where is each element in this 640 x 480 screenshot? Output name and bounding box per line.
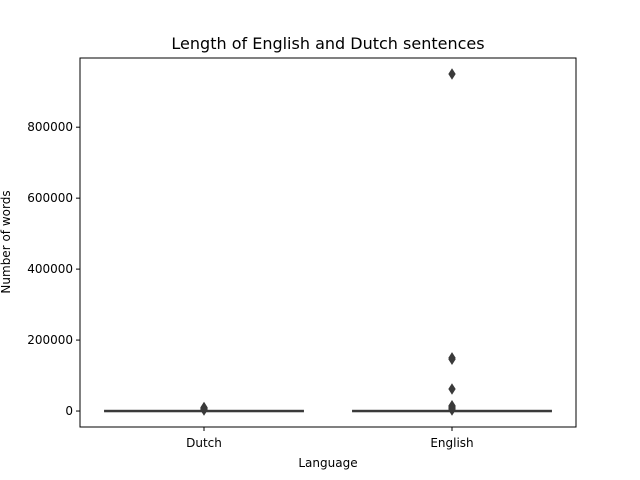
x-axis: Dutch English — [186, 427, 474, 450]
y-axis: 0 200000 400000 600000 800000 — [27, 120, 80, 418]
y-tick-label: 200000 — [27, 333, 73, 347]
box-dutch — [104, 401, 304, 416]
outlier-point — [448, 404, 456, 416]
outlier-point — [448, 383, 456, 395]
x-tick-label-dutch: Dutch — [186, 436, 222, 450]
outlier-point — [448, 353, 456, 365]
y-tick-label: 600000 — [27, 191, 73, 205]
y-axis-label: Number of words — [0, 190, 13, 293]
y-tick-label: 400000 — [27, 262, 73, 276]
boxes-layer — [104, 68, 552, 416]
outlier-point — [448, 68, 456, 80]
x-axis-label: Language — [298, 456, 357, 470]
x-tick-label-english: English — [430, 436, 473, 450]
plot-area-frame — [79, 57, 577, 428]
chart-title: Length of English and Dutch sentences — [171, 34, 484, 53]
outlier-point — [200, 404, 208, 416]
box-english — [352, 68, 552, 416]
y-tick-label: 0 — [65, 404, 73, 418]
y-tick-label: 800000 — [27, 120, 73, 134]
